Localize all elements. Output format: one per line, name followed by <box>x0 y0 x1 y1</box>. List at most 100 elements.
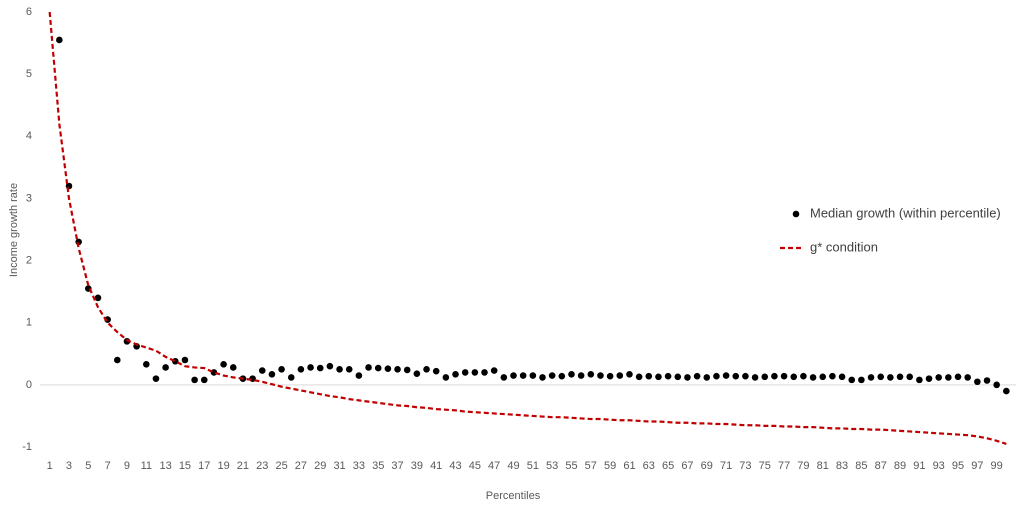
legend-marker <box>792 210 800 218</box>
data-point <box>297 366 305 373</box>
x-tick-label: 87 <box>875 460 887 472</box>
x-tick-label: 93 <box>933 460 945 472</box>
data-point <box>790 373 798 381</box>
data-point <box>848 376 856 384</box>
data-point <box>809 374 817 381</box>
data-point <box>722 372 730 379</box>
data-point <box>94 294 102 302</box>
data-point <box>114 356 121 364</box>
data-point <box>355 372 363 379</box>
data-point <box>684 374 691 381</box>
data-point <box>394 366 401 373</box>
data-point <box>191 376 198 384</box>
legend-label: Median growth (within percentile) <box>810 205 1001 220</box>
x-tick-label: 5 <box>85 460 91 472</box>
x-tick-label: 57 <box>585 460 597 472</box>
x-tick-label: 51 <box>527 460 539 472</box>
data-point <box>587 370 595 378</box>
data-point <box>316 364 324 372</box>
data-point <box>278 366 285 373</box>
data-point <box>945 374 952 381</box>
data-point <box>664 372 672 380</box>
data-point <box>142 361 150 368</box>
data-line <box>48 11 1007 445</box>
data-point <box>838 373 846 381</box>
data-point <box>577 372 585 379</box>
x-tick-label: 77 <box>778 460 790 472</box>
data-point <box>442 374 450 381</box>
data-point <box>626 370 633 378</box>
x-tick-label: 25 <box>275 460 287 472</box>
x-tick-label: 91 <box>913 460 925 472</box>
data-point <box>761 373 769 381</box>
data-point <box>993 381 1000 389</box>
x-tick-label: 21 <box>237 460 249 472</box>
data-point <box>162 364 169 371</box>
data-point <box>771 372 778 380</box>
data-point <box>568 370 575 378</box>
data-point <box>529 372 537 379</box>
x-tick-label: 49 <box>507 460 519 472</box>
x-tick-label: 23 <box>256 460 268 472</box>
data-point <box>887 374 894 381</box>
x-tick-label: 99 <box>991 460 1003 472</box>
data-point <box>307 364 314 371</box>
data-point <box>751 374 759 381</box>
data-point <box>867 374 875 381</box>
x-tick-label: 27 <box>295 460 307 472</box>
x-tick-label: 73 <box>739 460 751 472</box>
data-point <box>925 375 933 382</box>
x-tick-label: 31 <box>333 460 345 472</box>
data-point <box>635 373 643 381</box>
data-point <box>519 372 527 379</box>
x-tick-label: 61 <box>623 460 635 472</box>
y-tick-label: 5 <box>26 68 32 80</box>
data-point <box>345 366 353 373</box>
data-point <box>374 364 382 372</box>
data-point <box>403 366 411 374</box>
x-tick-label: 33 <box>353 460 365 472</box>
data-point <box>858 376 865 384</box>
data-point <box>800 372 807 380</box>
data-point <box>983 377 991 384</box>
data-point <box>461 369 469 376</box>
data-point <box>452 370 459 378</box>
data-point <box>896 373 904 381</box>
data-point <box>558 372 566 380</box>
y-tick-label: 1 <box>26 317 32 329</box>
x-tick-label: 45 <box>469 460 481 472</box>
data-point <box>703 374 711 381</box>
x-tick-label: 11 <box>141 460 152 472</box>
data-point <box>655 373 662 381</box>
x-tick-label: 19 <box>217 460 229 472</box>
data-point <box>597 372 604 379</box>
x-tick-label: 15 <box>179 460 191 472</box>
y-tick-label: 4 <box>26 130 32 142</box>
x-tick-label: 13 <box>159 460 171 472</box>
data-point <box>481 369 488 376</box>
x-tick-label: 3 <box>66 460 72 472</box>
data-point <box>616 372 624 379</box>
x-tick-label: 79 <box>797 460 809 472</box>
y-tick-label: 6 <box>26 6 32 18</box>
x-tick-label: 89 <box>894 460 906 472</box>
x-tick-label: 71 <box>720 460 732 472</box>
data-point <box>336 366 343 373</box>
data-point <box>645 372 653 380</box>
data-point <box>819 373 827 381</box>
x-tick-label: 35 <box>372 460 384 472</box>
x-tick-label: 55 <box>565 460 577 472</box>
data-point <box>510 372 517 379</box>
x-tick-label: 7 <box>105 460 111 472</box>
y-tick-label: 2 <box>26 254 32 266</box>
data-point <box>258 367 266 374</box>
data-point <box>384 365 392 373</box>
data-point <box>268 370 276 378</box>
x-tick-label: 97 <box>971 460 983 472</box>
x-tick-label: 81 <box>817 460 829 472</box>
data-point <box>432 367 440 375</box>
data-point <box>200 376 208 384</box>
data-point <box>916 376 923 384</box>
data-point <box>56 36 63 44</box>
data-point <box>877 373 885 381</box>
